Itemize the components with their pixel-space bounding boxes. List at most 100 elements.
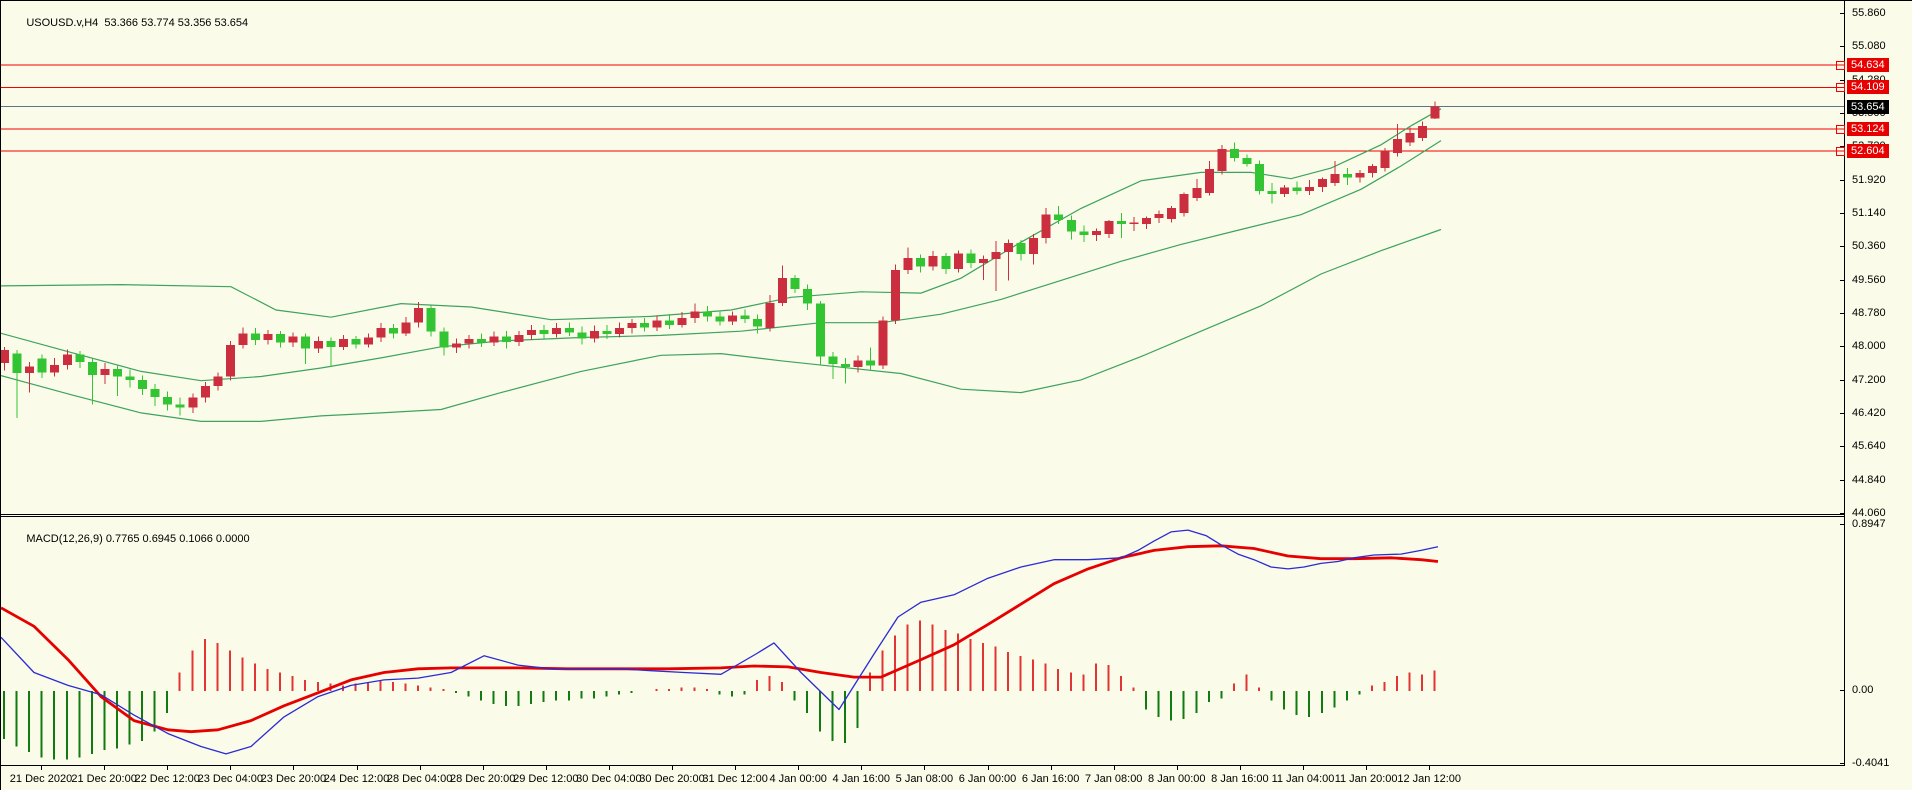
price-tick: [1840, 479, 1845, 481]
candle-body: [702, 311, 712, 317]
macd-histogram-bar-positive: [969, 639, 972, 691]
time-tick-label: 11 Jan 20:00: [1334, 773, 1398, 785]
macd-histogram-bar-positive: [1057, 668, 1060, 691]
time-tick: [230, 766, 232, 770]
candle-body: [426, 307, 436, 332]
price-tick-label: 44.060: [1852, 506, 1886, 519]
macd-histogram-bar-positive: [894, 635, 897, 691]
candle-body: [276, 334, 286, 343]
hline-drag-handle[interactable]: [1836, 83, 1845, 93]
time-axis[interactable]: 21 Dec 2020 21 Dec 20:00 22 Dec 12:00 23 De…: [1, 766, 1912, 790]
macd-histogram-bar-positive: [655, 689, 658, 691]
macd-histogram-bar-positive: [1258, 687, 1260, 691]
time-tick: [482, 766, 484, 770]
macd-histogram-bar-negative: [90, 691, 93, 754]
macd-histogram-bar-positive: [191, 650, 194, 691]
candle-body: [1405, 132, 1415, 143]
candle-body: [577, 332, 587, 339]
macd-histogram-bar-negative: [580, 691, 583, 699]
macd-histogram-bar-negative: [467, 691, 470, 697]
macd-histogram-bar-negative: [1345, 691, 1348, 701]
time-tick: [1303, 766, 1304, 770]
macd-histogram-bar-negative: [479, 691, 482, 701]
time-tick-label: 21 Dec 20:00: [71, 773, 137, 785]
macd-canvas[interactable]: [1, 517, 1844, 765]
macd-tick: [1840, 524, 1845, 525]
time-tick: [545, 766, 547, 770]
candle-body: [1355, 173, 1365, 178]
time-tick: [1366, 766, 1368, 770]
price-tick-label: 47.200: [1852, 373, 1886, 386]
candle-body: [828, 356, 838, 364]
macd-histogram-bar-negative: [1320, 691, 1323, 714]
price-tick: [1840, 146, 1845, 148]
macd-histogram-bar-negative: [1220, 691, 1223, 699]
macd-histogram-bar-positive: [216, 642, 219, 691]
candle-body: [564, 328, 574, 333]
macd-title: MACD(12,26,9) 0.7765 0.6945 0.1066 0.000…: [8, 521, 249, 557]
macd-histogram-bar-positive: [956, 633, 959, 691]
candle-body: [1255, 163, 1264, 191]
price-chart-pane[interactable]: USOUSD.v,H4 53.366 53.774 53.356 53.654: [1, 1, 1844, 515]
price-tick-label: 50.360: [1852, 240, 1886, 253]
time-tick: [861, 766, 863, 770]
macd-histogram-bar-positive: [241, 657, 244, 691]
candle-body: [916, 257, 926, 267]
price-chart-canvas[interactable]: [1, 1, 1844, 514]
macd-histogram-bar-positive: [304, 679, 307, 691]
time-tick: [293, 766, 295, 770]
hline-drag-handle[interactable]: [1836, 61, 1845, 71]
candle-body: [1418, 126, 1428, 139]
time-tick-label: 29 Dec 12:00: [513, 773, 579, 785]
candle-body: [1305, 186, 1315, 191]
candle-body: [552, 328, 562, 335]
macd-histogram-bar-negative: [592, 691, 595, 699]
price-axis[interactable]: 55.86055.08054.28053.50052.72051.92051.1…: [1836, 1, 1912, 769]
candle-body: [815, 303, 825, 357]
price-tick: [1840, 312, 1845, 314]
candle-body: [50, 365, 60, 373]
macd-histogram-bar-negative: [78, 691, 81, 758]
time-tick-label: 30 Dec 20:00: [639, 773, 705, 785]
candle-body: [1217, 149, 1227, 172]
macd-histogram-bar-positive: [931, 624, 934, 691]
price-tick: [1840, 246, 1845, 248]
macd-histogram-bar-positive: [429, 687, 432, 691]
time-tick-label: 4 Jan 16:00: [832, 773, 891, 785]
macd-histogram-bar-positive: [1082, 674, 1085, 691]
macd-histogram-bar-positive: [1421, 674, 1424, 691]
price-level-badge: 53.124: [1847, 121, 1889, 136]
candle-body: [878, 320, 888, 366]
macd-histogram-bar-positive: [1370, 685, 1373, 691]
macd-histogram-bar-positive: [881, 650, 884, 691]
macd-histogram-bar-positive: [1433, 670, 1436, 691]
hline-drag-handle[interactable]: [1836, 124, 1845, 134]
candle-body: [853, 360, 863, 368]
candle-body: [727, 315, 737, 322]
candle-body: [1317, 179, 1327, 187]
price-tick-label: 51.920: [1852, 173, 1886, 186]
hline-drag-handle[interactable]: [1836, 147, 1845, 157]
macd-tick: [1840, 690, 1845, 691]
macd-histogram-bar-positive: [1383, 681, 1386, 691]
time-tick: [1050, 766, 1052, 770]
price-level-badge: 52.604: [1847, 144, 1889, 159]
chart-title: USOUSD.v,H4 53.366 53.774 53.356 53.654: [8, 5, 248, 41]
candle-body: [25, 366, 35, 374]
macd-indicator-pane[interactable]: MACD(12,26,9) 0.7765 0.6945 0.1066 0.000…: [1, 516, 1844, 766]
macd-min-label: -0.4041: [1852, 757, 1890, 769]
candle-body: [1242, 157, 1252, 164]
macd-histogram-bar-positive: [944, 629, 947, 691]
price-tick: [1840, 512, 1845, 514]
macd-histogram-bar-positive: [1119, 676, 1122, 691]
macd-histogram-bar-positive: [705, 689, 708, 691]
macd-histogram-bar-negative: [505, 691, 507, 706]
macd-histogram-bar-positive: [417, 685, 420, 691]
candle-body: [100, 368, 110, 375]
ohlc-readout: 53.366 53.774 53.356 53.654: [98, 17, 249, 29]
macd-histogram-bar-positive: [316, 681, 319, 691]
time-tick-label: 28 Dec 04:00: [386, 773, 453, 785]
candle-body: [1167, 207, 1177, 219]
candle-body: [1116, 221, 1126, 225]
